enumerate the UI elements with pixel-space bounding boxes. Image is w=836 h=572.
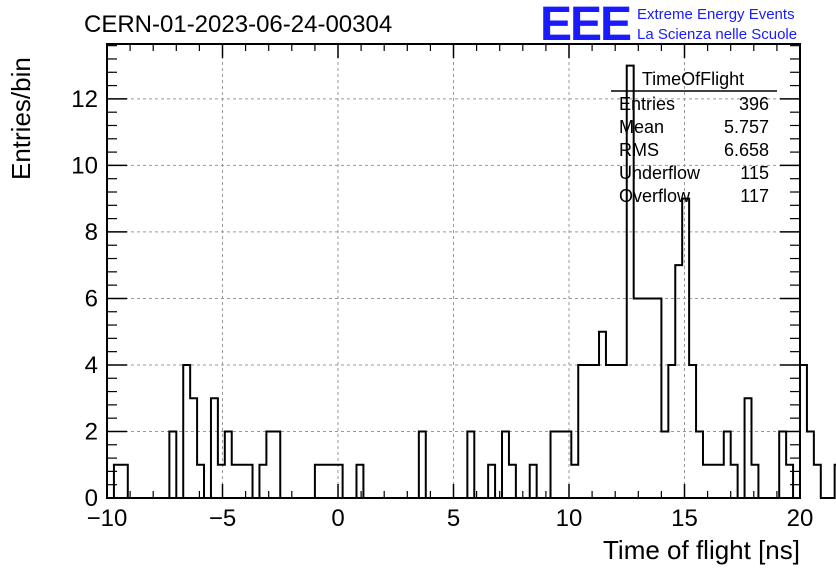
x-axis-label: Time of flight [ns] — [603, 535, 800, 565]
y-axis-label: Entries/bin — [6, 57, 36, 180]
y-tick-label: 4 — [85, 352, 98, 379]
x-tick-label: 15 — [671, 505, 698, 532]
x-tick-labels: −10 −5 0 5 10 15 20 — [87, 505, 814, 532]
x-tick-label: 20 — [787, 505, 814, 532]
logo-line-2: La Scienza nelle Scuole — [637, 26, 797, 43]
y-tick-label: 0 — [85, 485, 98, 512]
y-tick-label: 8 — [85, 219, 98, 246]
axis-ticks — [106, 44, 801, 499]
chart-title: CERN-01-2023-06-24-00304 — [84, 11, 392, 38]
y-tick-label: 2 — [85, 418, 98, 445]
stats-rows: Entries 396 Mean 5.757 RMS 6.658 Underflow 115 O… — [619, 94, 769, 206]
x-tick-label: 10 — [556, 505, 583, 532]
stats-label: Underflow — [619, 163, 701, 183]
logo-line-1: Extreme Energy Events — [637, 6, 795, 23]
y-tick-label: 6 — [85, 285, 98, 312]
stats-label: Entries — [619, 94, 675, 114]
y-tick-labels: 0 2 4 6 8 10 12 — [71, 86, 98, 512]
x-tick-label: −10 — [87, 505, 128, 532]
stats-value: 117 — [740, 186, 769, 206]
x-tick-label: 5 — [447, 505, 460, 532]
eee-logo: EEE — [540, 0, 631, 51]
stats-value: 6.658 — [724, 140, 769, 160]
stats-label: Mean — [619, 117, 664, 137]
histogram-step-line — [107, 64, 836, 499]
stats-label: Overflow — [619, 186, 691, 206]
stats-value: 5.757 — [724, 117, 769, 137]
y-tick-label: 10 — [71, 152, 98, 179]
grid — [107, 44, 800, 498]
stats-value: 115 — [740, 163, 769, 183]
x-tick-label: −5 — [209, 505, 236, 532]
stats-title: TimeOfFlight — [642, 69, 744, 89]
stats-value: 396 — [739, 94, 769, 114]
y-tick-label: 12 — [71, 86, 98, 113]
x-tick-label: 0 — [331, 505, 344, 532]
stats-label: RMS — [619, 140, 659, 160]
stats-box: TimeOfFlight Entries 396 Mean 5.757 RMS 6.658… — [611, 69, 777, 206]
